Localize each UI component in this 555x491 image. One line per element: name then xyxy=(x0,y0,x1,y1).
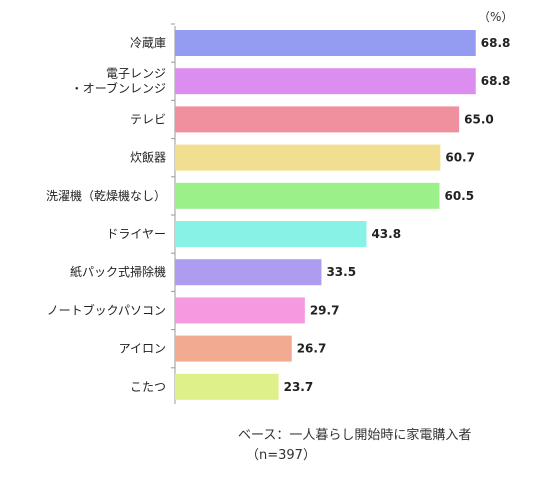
value-label: 29.7 xyxy=(310,303,340,317)
bar xyxy=(175,68,476,95)
value-label: 23.7 xyxy=(284,380,314,394)
value-label: 65.0 xyxy=(464,112,494,126)
category-label: 炊飯器 xyxy=(130,150,166,165)
category-label: ドライヤー xyxy=(106,227,166,241)
value-label: 60.7 xyxy=(445,151,475,165)
category-label: ・オーブンレンジ xyxy=(71,81,166,96)
value-label: 43.8 xyxy=(371,227,401,241)
unit-label: （%） xyxy=(478,10,514,24)
category-label: 洗濯機（乾燥機なし） xyxy=(46,188,166,203)
category-label: 電子レンジ xyxy=(106,67,166,81)
category-label: 冷蔵庫 xyxy=(130,36,166,50)
bar xyxy=(175,182,440,209)
value-label: 68.8 xyxy=(481,36,511,50)
category-label: ノートブックパソコン xyxy=(47,302,166,317)
bar xyxy=(175,335,292,362)
bar xyxy=(175,373,279,400)
category-label: アイロン xyxy=(119,342,166,356)
value-label: 60.5 xyxy=(444,189,474,203)
value-label: 26.7 xyxy=(297,342,327,356)
value-label: 33.5 xyxy=(326,265,356,279)
bar xyxy=(175,221,367,247)
bar xyxy=(175,144,441,171)
value-label: 68.8 xyxy=(481,74,511,88)
bar xyxy=(175,106,460,133)
category-label: テレビ xyxy=(130,112,166,126)
base-description: ベース：一人暮らし開始時に家電購入者 xyxy=(238,428,472,443)
category-label: こたつ xyxy=(130,380,166,394)
bar xyxy=(175,259,322,286)
sample-size: （n=397） xyxy=(246,448,316,463)
bar xyxy=(175,297,305,324)
category-label: 紙パック式掃除機 xyxy=(70,264,166,279)
bar xyxy=(175,30,476,56)
base-note: ベース：一人暮らし開始時に家電購入者 （n=397） xyxy=(238,426,471,466)
